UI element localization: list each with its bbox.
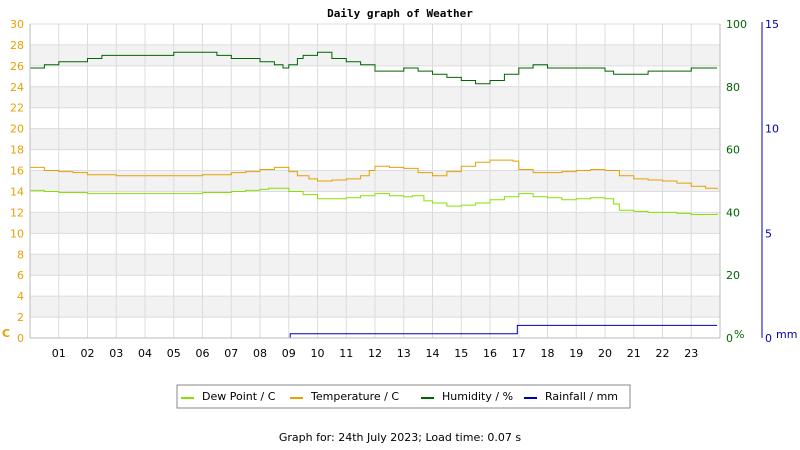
left-tick-label: 2 xyxy=(17,311,24,324)
humidity-tick-label: 100 xyxy=(726,18,747,31)
rainfall-tick-label: 5 xyxy=(765,227,772,240)
rainfall-tick-label: 15 xyxy=(765,18,779,31)
x-tick-label: 23 xyxy=(684,347,698,360)
x-tick-label: 15 xyxy=(454,347,468,360)
axis-lines xyxy=(29,22,763,339)
left-tick-label: 22 xyxy=(10,102,24,115)
x-tick-label: 07 xyxy=(224,347,238,360)
x-tick-label: 20 xyxy=(598,347,612,360)
series-line-3 xyxy=(30,51,718,85)
x-tick-label: 02 xyxy=(81,347,95,360)
legend-label-2: Temperature / C xyxy=(310,390,399,403)
series-line-1 xyxy=(30,187,718,215)
x-tick-label: 13 xyxy=(397,347,411,360)
x-tick-label: 11 xyxy=(339,347,353,360)
left-tick-label: 0 xyxy=(17,332,24,345)
left-tick-label: 10 xyxy=(10,227,24,240)
humidity-unit-label: % xyxy=(734,328,744,341)
x-tick-label: 18 xyxy=(541,347,555,360)
left-unit-label: C xyxy=(2,327,10,340)
chart-title: Daily graph of Weather xyxy=(327,7,473,20)
x-tick-label: 04 xyxy=(138,347,152,360)
left-tick-label: 24 xyxy=(10,81,24,94)
x-tick-label: 19 xyxy=(569,347,583,360)
left-tick-label: 30 xyxy=(10,18,24,31)
humidity-tick-label: 40 xyxy=(726,206,740,219)
graph-footer: Graph for: 24th July 2023; Load time: 0.… xyxy=(278,431,522,444)
x-tick-label: 17 xyxy=(512,347,526,360)
left-tick-label: 26 xyxy=(10,60,24,73)
humidity-tick-label: 20 xyxy=(726,269,740,282)
legend: Dew Point / C Temperature / C Humidity / %… xyxy=(176,384,631,409)
legend-label-1: Dew Point / C xyxy=(202,390,276,403)
left-tick-label: 16 xyxy=(10,165,24,178)
x-tick-label: 14 xyxy=(426,347,440,360)
x-tick-label: 22 xyxy=(656,347,670,360)
left-tick-label: 4 xyxy=(17,290,24,303)
left-tick-label: 20 xyxy=(10,123,24,136)
legend-box xyxy=(176,384,631,409)
left-tick-label: 6 xyxy=(17,269,24,282)
grid-lines xyxy=(30,23,720,339)
humidity-tick-label: 60 xyxy=(726,144,740,157)
rainfall-tick-label: 10 xyxy=(765,123,779,136)
x-tick-label: 09 xyxy=(282,347,296,360)
left-tick-label: 12 xyxy=(10,206,24,219)
series-line-2 xyxy=(30,159,718,190)
x-tick-label: 03 xyxy=(109,347,123,360)
left-tick-label: 14 xyxy=(10,185,24,198)
x-tick-label: 01 xyxy=(52,347,66,360)
x-tick-label: 05 xyxy=(167,347,181,360)
left-tick-label: 18 xyxy=(10,144,24,157)
humidity-tick-label: 80 xyxy=(726,81,740,94)
legend-label-4: Rainfall / mm xyxy=(545,390,618,403)
x-tick-label: 10 xyxy=(311,347,325,360)
left-tick-label: 8 xyxy=(17,248,24,261)
x-tick-label: 21 xyxy=(627,347,641,360)
left-tick-label: 28 xyxy=(10,39,24,52)
x-tick-label: 12 xyxy=(368,347,382,360)
humidity-tick-label: 0 xyxy=(726,332,733,345)
rainfall-unit-label: mm xyxy=(776,328,797,341)
legend-label-3: Humidity / % xyxy=(442,390,513,403)
x-tick-label: 08 xyxy=(253,347,267,360)
rainfall-tick-label: 0 xyxy=(765,332,772,345)
x-tick-label: 16 xyxy=(483,347,497,360)
x-tick-label: 06 xyxy=(196,347,210,360)
